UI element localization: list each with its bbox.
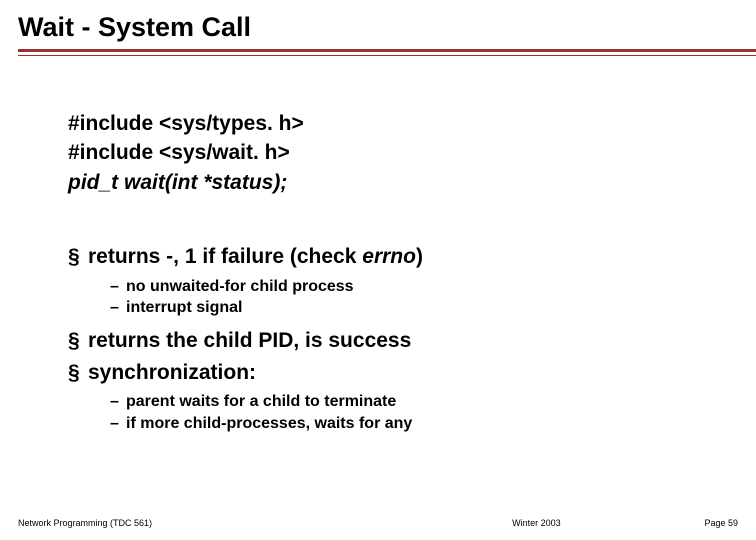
slide-title: Wait - System Call [18, 12, 738, 43]
code-line-1: #include <sys/types. h> [68, 109, 738, 138]
title-underline [18, 49, 738, 59]
slide-content: #include <sys/types. h> #include <sys/wa… [18, 61, 738, 435]
bullet-3-sub-2: if more child-processes, waits for any [110, 413, 738, 435]
bullet-1-sublist: no unwaited-for child process interrupt … [88, 276, 738, 319]
code-block: #include <sys/types. h> #include <sys/wa… [68, 109, 738, 197]
underline-thick [18, 49, 756, 52]
bullet-3-text: synchronization: [88, 361, 256, 384]
bullet-3-sub-1: parent waits for a child to terminate [110, 391, 738, 413]
bullet-2: returns the child PID, is success [68, 327, 738, 355]
footer-left: Network Programming (TDC 561) [18, 518, 152, 528]
underline-thin [18, 55, 756, 56]
bullet-1: returns -, 1 if failure (check errno) no… [68, 243, 738, 319]
footer-center: Winter 2003 [512, 518, 561, 528]
code-line-2: #include <sys/wait. h> [68, 138, 738, 167]
slide-footer: Network Programming (TDC 561) Winter 200… [18, 518, 738, 528]
bullet-1-text-prefix: returns -, 1 if failure (check [88, 245, 362, 268]
bullet-3: synchronization: parent waits for a chil… [68, 359, 738, 435]
code-line-3: pid_t wait(int *status); [68, 168, 738, 197]
slide-header: Wait - System Call [18, 12, 738, 59]
bullet-1-text-suffix: ) [416, 245, 423, 268]
bullet-3-sublist: parent waits for a child to terminate if… [88, 391, 738, 434]
bullet-1-sub-1: no unwaited-for child process [110, 276, 738, 298]
bullet-1-italic: errno [362, 245, 416, 268]
footer-right: Page 59 [704, 518, 738, 528]
bullet-1-sub-2: interrupt signal [110, 297, 738, 319]
bullet-list: returns -, 1 if failure (check errno) no… [68, 243, 738, 434]
